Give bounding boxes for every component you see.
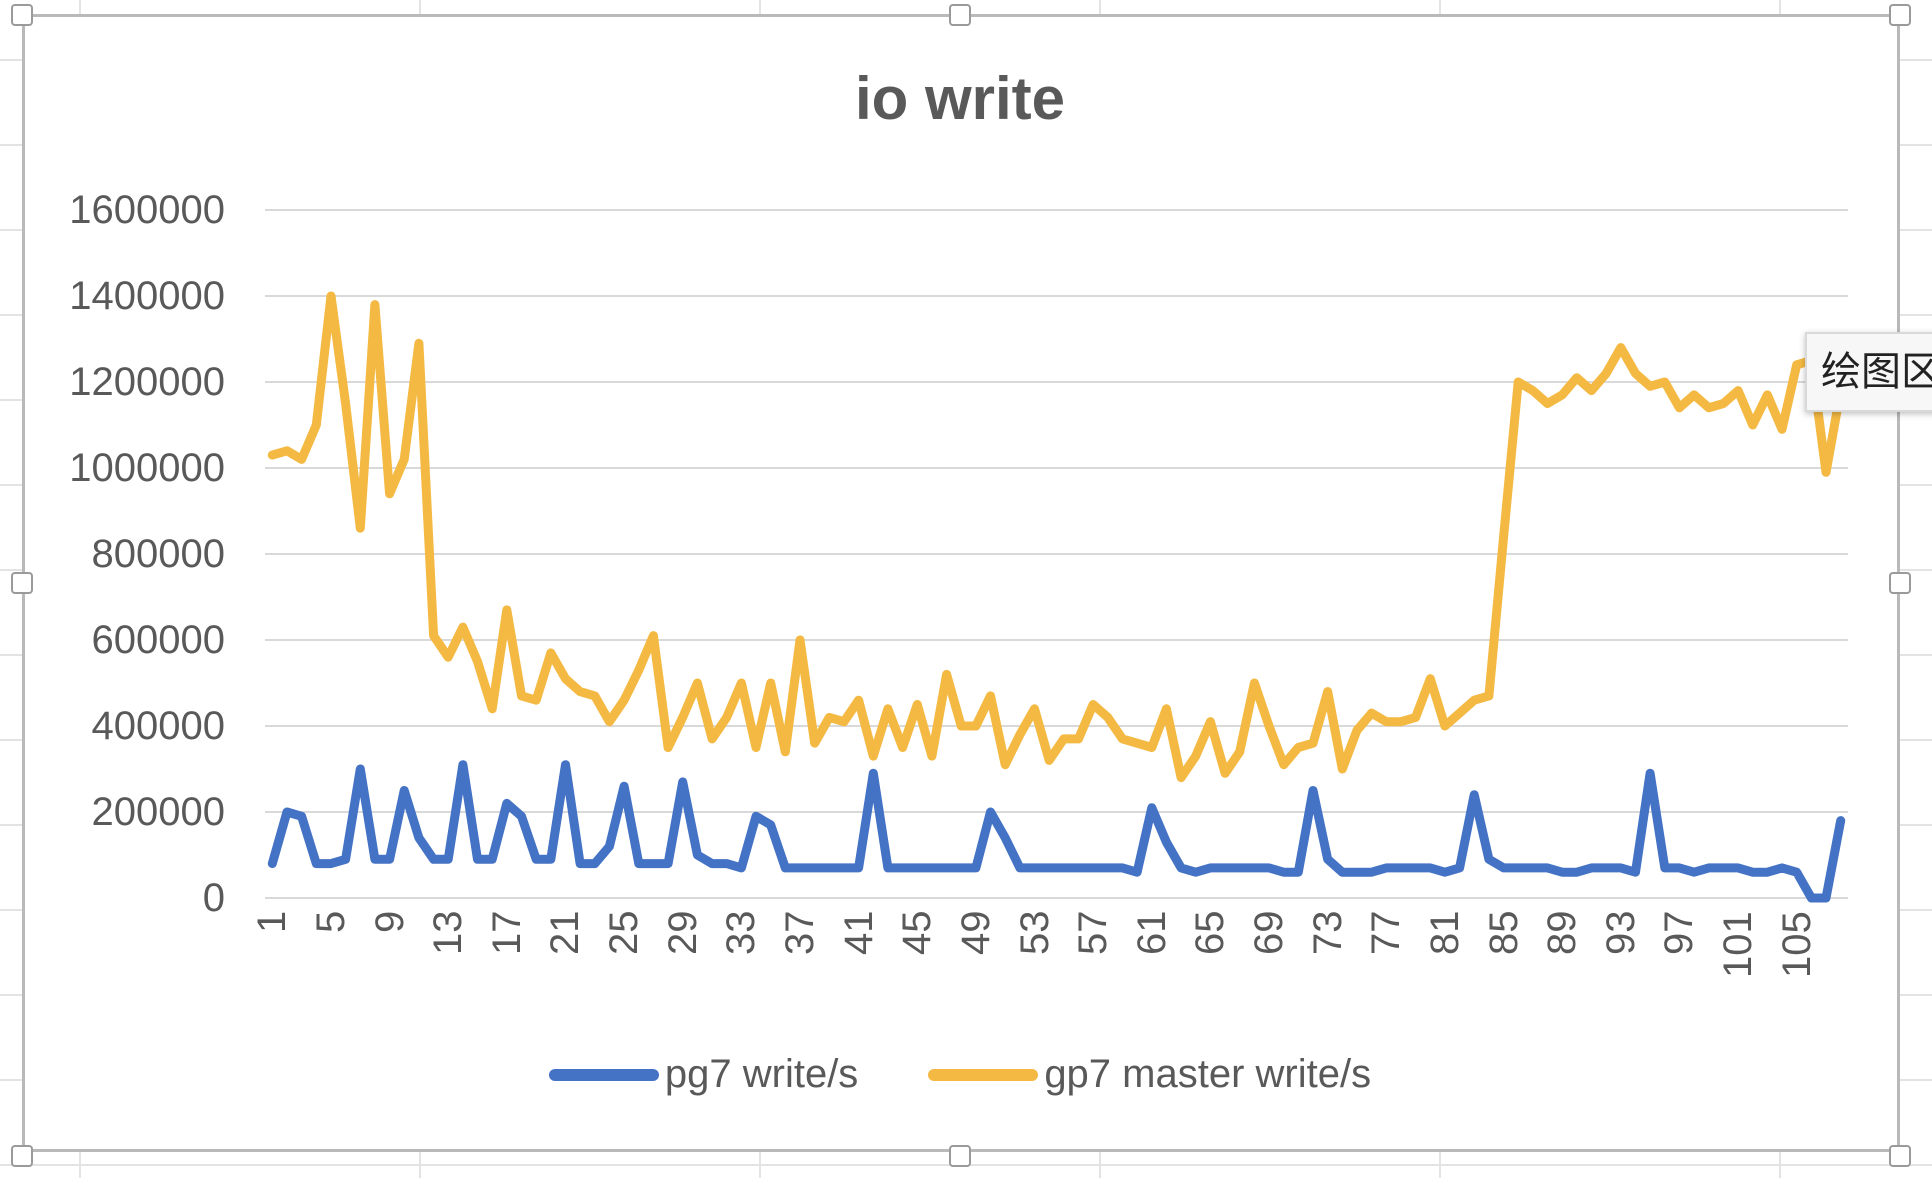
x-tick-label-16: 65 xyxy=(1188,910,1233,956)
y-tick-label-4: 800000 xyxy=(91,532,225,576)
resize-handle-top-left[interactable] xyxy=(11,4,33,26)
x-tick-label-25: 101 xyxy=(1716,910,1761,978)
x-tick-label-19: 77 xyxy=(1364,910,1409,956)
series-layer xyxy=(267,291,1846,903)
legend-swatch-pg7 xyxy=(548,1068,659,1081)
x-tick-label-4: 17 xyxy=(484,910,529,956)
x-tick-label-12: 49 xyxy=(953,910,998,956)
x-tick-label-20: 81 xyxy=(1422,910,1467,956)
x-tick-label-22: 89 xyxy=(1540,910,1585,956)
y-tick-label-7: 1400000 xyxy=(69,274,225,318)
resize-handle-bottom-right[interactable] xyxy=(1889,1145,1911,1167)
resize-handle-top-right[interactable] xyxy=(1889,4,1911,26)
x-tick-label-6: 25 xyxy=(602,910,647,956)
resize-handle-left[interactable] xyxy=(11,572,33,594)
x-tick-label-9: 37 xyxy=(777,910,822,956)
series-line-gp7-master-write[interactable] xyxy=(267,291,1846,783)
x-tick-label-18: 73 xyxy=(1305,910,1350,956)
y-tick-label-2: 400000 xyxy=(91,704,225,748)
legend-swatch-gp7-master xyxy=(928,1068,1039,1081)
resize-handle-top[interactable] xyxy=(949,4,971,26)
y-tick-label-6: 1200000 xyxy=(69,360,225,404)
legend-label-pg7: pg7 write/s xyxy=(664,1052,859,1096)
gridlines xyxy=(265,209,1848,899)
resize-handle-bottom-left[interactable] xyxy=(11,1145,33,1167)
x-tick-label-15: 61 xyxy=(1129,910,1174,956)
legend[interactable]: pg7 write/s gp7 master write/s xyxy=(0,1052,1920,1097)
x-tick-label-23: 93 xyxy=(1598,910,1643,956)
legend-item-pg7[interactable]: pg7 write/s xyxy=(548,1052,859,1097)
x-tick-label-3: 13 xyxy=(426,910,471,956)
x-tick-label-8: 33 xyxy=(719,910,764,956)
plot-area-tooltip: 绘图区 xyxy=(1805,332,1932,412)
legend-label-gp7-master: gp7 master write/s xyxy=(1044,1052,1372,1096)
resize-handle-right[interactable] xyxy=(1889,572,1911,594)
x-tick-label-7: 29 xyxy=(660,910,705,956)
legend-item-gp7-master[interactable]: gp7 master write/s xyxy=(928,1052,1371,1097)
chart-title[interactable]: io write xyxy=(854,65,1066,132)
x-tick-label-26: 105 xyxy=(1774,910,1819,978)
chart-area[interactable] xyxy=(22,14,1900,1152)
y-tick-label-0: 0 xyxy=(202,876,225,920)
y-tick-label-3: 600000 xyxy=(91,618,225,662)
y-tick-label-1: 200000 xyxy=(91,790,225,834)
y-tick-label-5: 1000000 xyxy=(69,446,225,490)
x-tick-label-5: 21 xyxy=(543,910,588,956)
series-line-pg7-write[interactable] xyxy=(267,760,1846,903)
x-tick-label-21: 85 xyxy=(1481,910,1526,956)
x-tick-label-11: 45 xyxy=(895,910,940,956)
x-tick-label-2: 9 xyxy=(367,910,412,933)
x-tick-label-10: 41 xyxy=(836,910,881,956)
x-tick-label-1: 5 xyxy=(308,910,353,933)
y-tick-label-8: 1600000 xyxy=(69,188,225,232)
x-tick-label-14: 57 xyxy=(1071,910,1116,956)
x-tick-label-24: 97 xyxy=(1657,910,1702,956)
x-tick-label-13: 53 xyxy=(1012,910,1057,956)
x-tick-label-0: 1 xyxy=(250,910,295,933)
x-tick-label-17: 69 xyxy=(1247,910,1292,956)
resize-handle-bottom[interactable] xyxy=(949,1145,971,1167)
